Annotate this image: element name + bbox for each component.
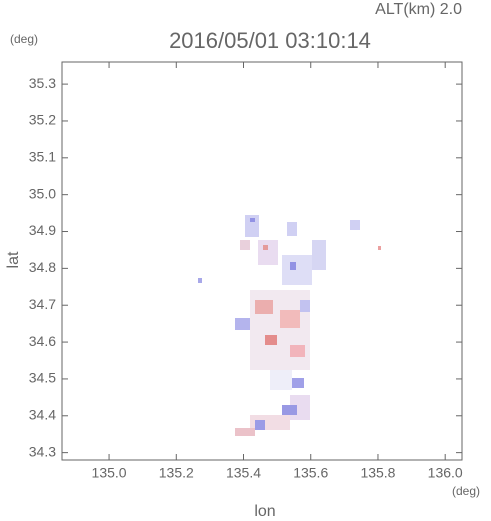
x-axis-label: lon xyxy=(254,503,275,520)
y-tick-label: 34.8 xyxy=(29,259,56,275)
altitude-annotation: ALT(km) 2.0 xyxy=(375,1,462,18)
x-tick-label: 135.0 xyxy=(92,465,127,481)
x-tick-label: 135.8 xyxy=(360,465,395,481)
y-unit: (deg) xyxy=(10,32,38,46)
plot-frame xyxy=(61,61,463,461)
x-tick-label: 136.0 xyxy=(428,465,463,481)
x-unit: (deg) xyxy=(452,484,480,498)
y-tick-label: 35.2 xyxy=(29,112,56,128)
y-tick-label: 35.1 xyxy=(29,149,56,165)
y-tick-label: 35.3 xyxy=(29,75,56,91)
y-tick-label: 34.6 xyxy=(29,333,56,349)
y-tick-label: 34.4 xyxy=(29,406,56,422)
y-axis-label: lat xyxy=(5,251,22,268)
x-tick-label: 135.6 xyxy=(293,465,328,481)
y-tick-label: 35.0 xyxy=(29,185,56,201)
y-tick-label: 34.9 xyxy=(29,222,56,238)
chart-title: 2016/05/01 03:10:14 xyxy=(169,28,371,53)
x-tick-label: 135.2 xyxy=(159,465,194,481)
y-tick-label: 34.7 xyxy=(29,296,56,312)
y-tick-label: 34.3 xyxy=(29,443,56,459)
y-tick-label: 34.5 xyxy=(29,370,56,386)
echo-field xyxy=(198,215,381,436)
x-tick-label: 135.4 xyxy=(226,465,261,481)
